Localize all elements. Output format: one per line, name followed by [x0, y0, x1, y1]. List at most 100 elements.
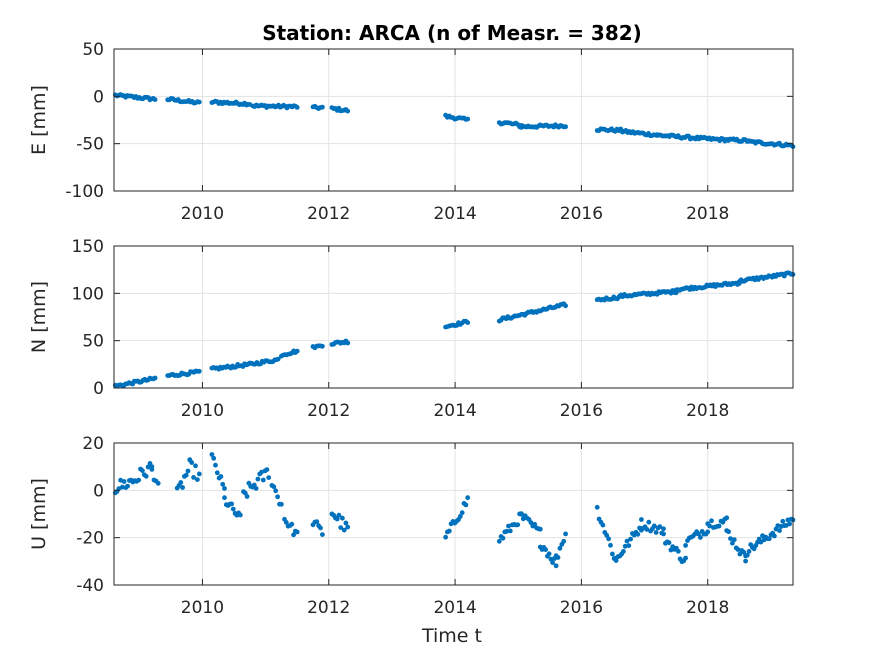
data-point	[741, 549, 747, 555]
data-point	[220, 481, 226, 487]
data-point	[266, 475, 272, 480]
y-tick-label: 50	[82, 40, 104, 60]
data-point	[196, 471, 202, 477]
data-point	[787, 521, 792, 527]
data-point	[345, 524, 351, 530]
data-point	[443, 534, 448, 540]
data-point	[289, 521, 295, 527]
data-point	[152, 375, 158, 381]
axes-box	[113, 245, 794, 389]
y-tick-label: -50	[76, 135, 104, 155]
data-point	[730, 540, 735, 546]
data-point	[195, 477, 200, 482]
data-point	[318, 525, 323, 531]
y-tick-label: -20	[76, 529, 104, 549]
x-tick-label: 2010	[181, 204, 224, 224]
x-tick-label: 2014	[433, 401, 476, 421]
x-tick-label: 2012	[307, 204, 350, 224]
data-point	[196, 99, 202, 105]
data-point	[314, 519, 320, 525]
data-point	[253, 486, 259, 491]
data-point	[716, 523, 722, 529]
data-point	[465, 116, 471, 122]
data-point	[214, 470, 220, 476]
data-point	[229, 501, 235, 507]
data-point	[340, 515, 345, 521]
data-point	[707, 523, 712, 529]
data-point	[675, 548, 681, 554]
data-point	[341, 527, 347, 533]
data-point	[731, 537, 737, 543]
data-point	[666, 540, 672, 546]
data-point	[275, 494, 280, 500]
data-point	[543, 547, 548, 552]
data-point	[294, 348, 300, 354]
data-point	[606, 536, 611, 542]
data-point	[555, 555, 561, 560]
data-point	[209, 452, 215, 457]
data-point	[343, 520, 349, 526]
data-point	[537, 526, 543, 532]
data-point	[180, 485, 186, 490]
data-point	[334, 516, 340, 522]
data-point	[626, 543, 632, 548]
data-point	[546, 551, 552, 557]
data-point	[735, 547, 741, 552]
data-point	[279, 501, 284, 507]
data-point	[628, 536, 633, 542]
data-point	[211, 455, 217, 461]
y-tick-label: -40	[76, 576, 104, 596]
data-point	[291, 532, 296, 538]
data-point	[185, 468, 191, 474]
data-point	[746, 549, 752, 554]
data-point	[345, 340, 351, 346]
y-tick-label: 0	[93, 87, 104, 107]
data-point	[563, 303, 568, 309]
axes-box	[113, 442, 794, 586]
data-point	[624, 538, 630, 544]
y-tick-label: -100	[65, 182, 104, 202]
data-points	[112, 92, 796, 150]
data-point	[608, 542, 613, 548]
x-tick-label: 2018	[686, 401, 729, 421]
data-point	[653, 530, 659, 535]
y-axis-label: U [mm]	[28, 478, 50, 550]
data-point	[294, 105, 300, 110]
data-point	[121, 479, 127, 484]
data-point	[218, 474, 224, 479]
data-point	[550, 560, 555, 565]
data-point	[563, 531, 568, 537]
data-point	[737, 551, 743, 557]
data-point	[519, 511, 524, 516]
data-point	[125, 483, 130, 489]
data-point	[600, 522, 606, 528]
data-point	[683, 543, 688, 548]
data-point	[698, 535, 703, 540]
data-point	[338, 525, 344, 530]
data-point	[705, 529, 711, 535]
x-tick-label: 2014	[433, 204, 476, 224]
data-point	[610, 551, 615, 557]
data-point	[766, 536, 772, 542]
data-point	[496, 538, 502, 544]
data-point	[646, 519, 652, 525]
data-point	[465, 495, 471, 501]
data-point	[446, 528, 452, 534]
x-tick-label: 2012	[307, 401, 350, 421]
x-tick-label: 2018	[686, 204, 729, 224]
data-point	[709, 518, 714, 524]
data-point	[260, 477, 266, 483]
data-point	[320, 104, 325, 110]
data-point	[145, 464, 151, 470]
data-point	[561, 538, 567, 544]
x-tick-label: 2010	[181, 598, 224, 618]
data-point	[191, 475, 197, 480]
data-point	[271, 484, 277, 490]
x-tick-label: 2010	[181, 401, 224, 421]
data-point	[744, 552, 750, 558]
data-point	[563, 124, 568, 130]
data-point	[777, 528, 782, 533]
data-point	[553, 563, 559, 569]
y-axis-label: N [mm]	[28, 281, 50, 353]
